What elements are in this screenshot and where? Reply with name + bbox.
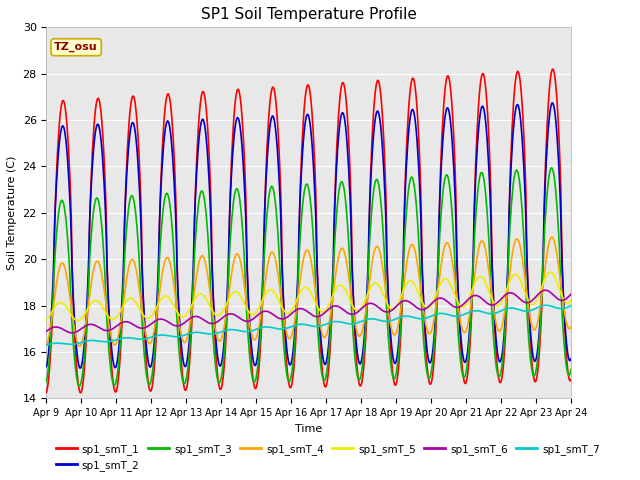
X-axis label: Time: Time	[295, 424, 323, 433]
Y-axis label: Soil Temperature (C): Soil Temperature (C)	[7, 156, 17, 270]
Text: TZ_osu: TZ_osu	[54, 42, 98, 52]
Legend: sp1_smT_1, sp1_smT_2, sp1_smT_3, sp1_smT_4, sp1_smT_5, sp1_smT_6, sp1_smT_7: sp1_smT_1, sp1_smT_2, sp1_smT_3, sp1_smT…	[52, 440, 604, 475]
Title: SP1 Soil Temperature Profile: SP1 Soil Temperature Profile	[201, 7, 417, 22]
